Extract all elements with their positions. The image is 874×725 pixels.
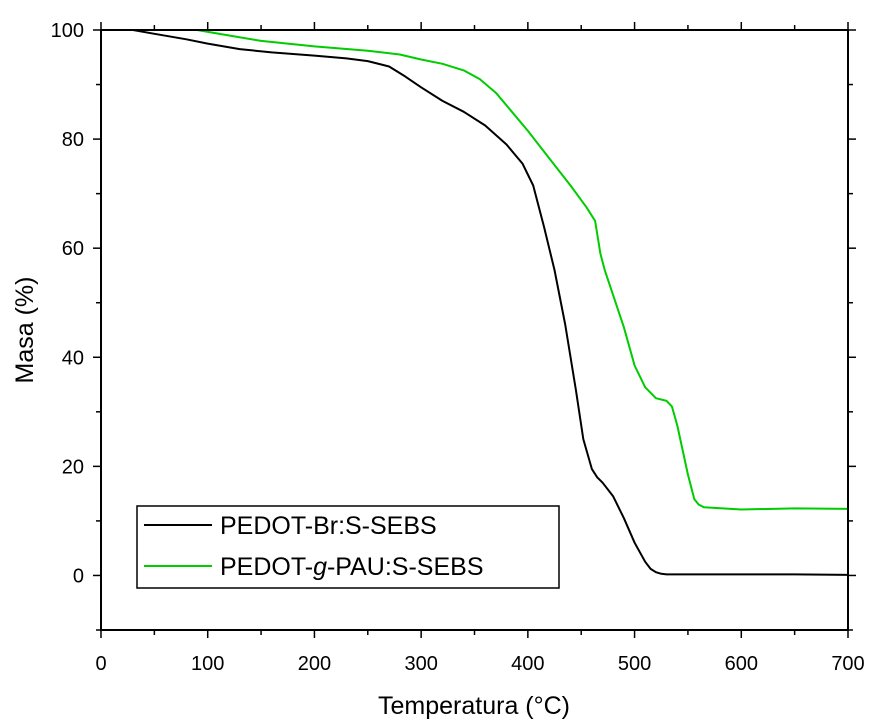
y-tick-label: 80 — [62, 129, 84, 151]
y-tick-label: 60 — [62, 238, 84, 260]
y-tick-label: 40 — [62, 347, 84, 369]
x-tick-label: 400 — [511, 653, 544, 675]
legend-label-1: PEDOT-g-PAU:S-SEBS — [220, 553, 484, 581]
y-tick-label: 0 — [73, 565, 84, 587]
series-line-1 — [196, 29, 849, 511]
plot-frame — [100, 29, 849, 631]
x-tick-label: 0 — [95, 653, 106, 675]
x-tick-label: 700 — [831, 653, 864, 675]
y-tick-label: 100 — [51, 20, 84, 42]
legend-label-0: PEDOT-Br:S-SEBS — [220, 512, 437, 540]
x-tick-label: 500 — [618, 653, 651, 675]
series-line-0 — [132, 29, 849, 576]
y-tick-label: 20 — [62, 456, 84, 478]
x-tick-label: 600 — [725, 653, 758, 675]
x-tick-label: 200 — [298, 653, 331, 675]
y-axis-title: Masa (%) — [11, 277, 39, 384]
x-tick-label: 100 — [191, 653, 224, 675]
legend-box — [136, 505, 560, 589]
legend: PEDOT-Br:S-SEBS PEDOT-g-PAU:S-SEBS — [136, 505, 560, 589]
x-tick-label: 300 — [404, 653, 437, 675]
x-axis-title: Temperatura (°C) — [378, 692, 570, 720]
